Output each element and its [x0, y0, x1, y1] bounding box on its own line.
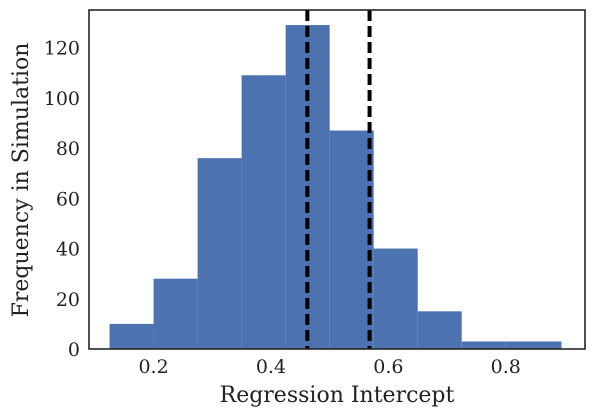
- histogram-bar: [109, 323, 154, 349]
- y-tick-label: 0: [68, 339, 80, 361]
- y-tick-label: 60: [56, 188, 80, 210]
- y-tick-label: 100: [44, 88, 80, 110]
- histogram-bar: [417, 311, 462, 349]
- histogram-bar: [153, 278, 198, 349]
- y-axis-ticks: 0 20 40 60 80 100 120: [44, 38, 80, 361]
- plot-frame: [88, 9, 586, 350]
- histogram-bar: [461, 341, 506, 349]
- x-tick-label: 0.8: [491, 356, 521, 378]
- histogram-bar: [197, 158, 242, 349]
- y-tick-label: 40: [56, 239, 80, 261]
- x-axis-label: Regression Intercept: [220, 383, 455, 408]
- x-tick-label: 0.2: [138, 356, 168, 378]
- y-tick-label: 120: [44, 38, 80, 60]
- x-tick-label: 0.6: [373, 356, 403, 378]
- reference-lines-layer: [305, 10, 372, 349]
- x-axis-ticks: 0.2 0.4 0.6 0.8: [138, 356, 520, 378]
- histogram-bar: [329, 130, 374, 349]
- y-tick-label: 80: [56, 138, 80, 160]
- histogram-bar: [373, 248, 418, 349]
- bars-layer: [109, 25, 562, 350]
- y-axis-label: Frequency in Simulation: [9, 43, 34, 318]
- histogram-bar: [505, 341, 562, 349]
- y-tick-label: 20: [56, 289, 80, 311]
- histogram-bar: [241, 75, 286, 350]
- x-tick-label: 0.4: [256, 356, 286, 378]
